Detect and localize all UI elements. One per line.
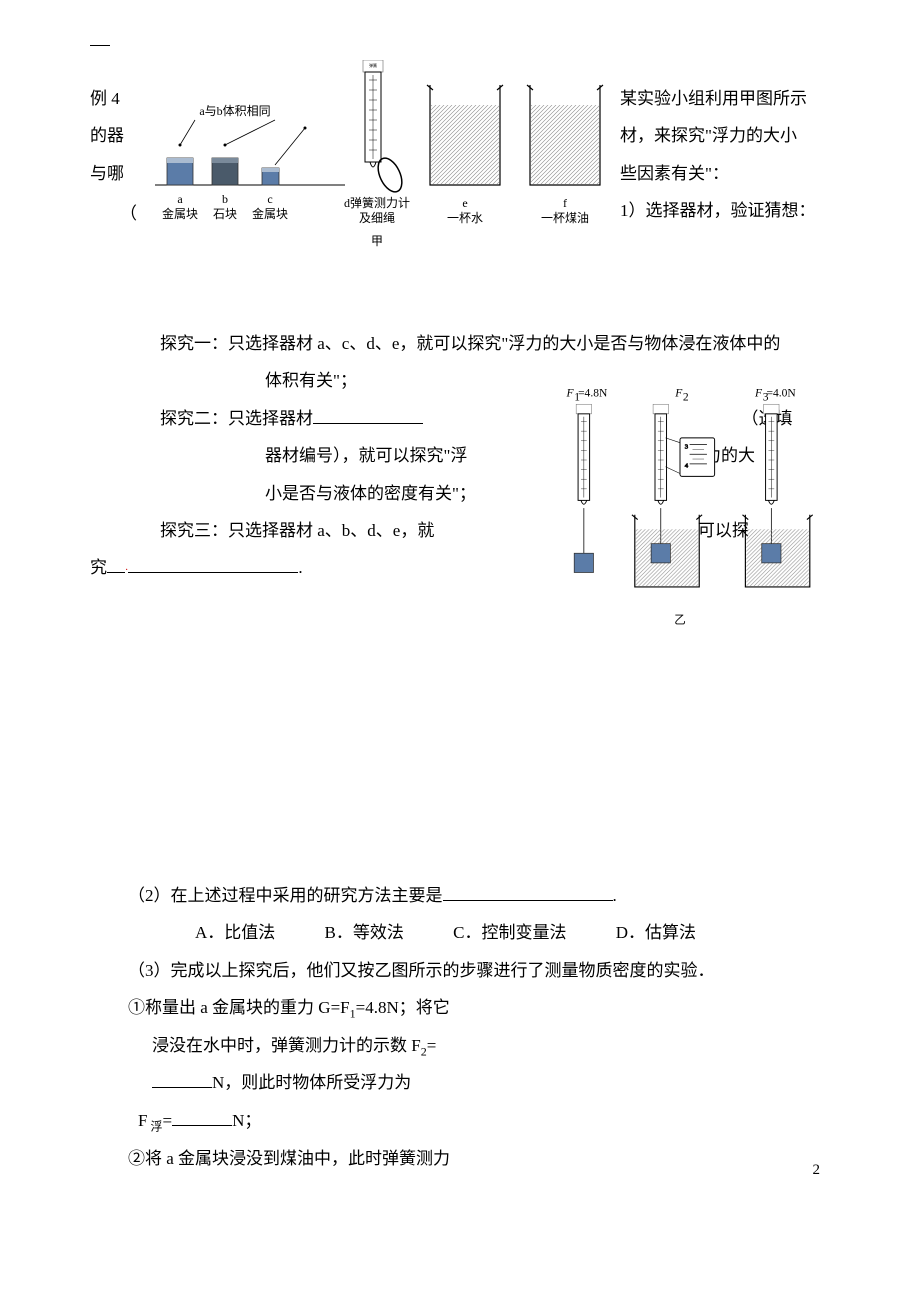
f1-label: F	[566, 387, 575, 399]
blank-4	[152, 1071, 212, 1088]
blank-2	[128, 556, 298, 573]
figure-1-diagram: a与b体积相同 a 金属块 b 石块 c 金属块	[145, 60, 610, 270]
blank-3	[443, 884, 613, 901]
open-paren: （	[120, 195, 137, 232]
label-b: b	[222, 192, 228, 206]
q3-step1-l2-prefix: 浸没在水中时，弹簧测力计的示数 F	[152, 1036, 421, 1055]
left-wrap-text: 例 4 的器 与哪	[90, 80, 140, 192]
explore-1-text: 探究一：只选择器材 a、c、d、e，就可以探究"浮力的大小是否与物体浸在液体中的	[160, 334, 780, 353]
top-border-line	[90, 45, 110, 46]
options-row: A．比值法 B．等效法 C．控制变量法 D．估算法	[90, 914, 830, 951]
figure-2-area: F 1 =4.8N F 2 F 3 =4.0N	[90, 400, 830, 550]
svg-text:弹簧: 弹簧	[369, 62, 377, 68]
q3-step2-text: ②将 a 金属块浸没到煤油中，此时弹簧测力	[128, 1149, 450, 1168]
page-content: 例 4 的器 与哪 某实验小组利用甲图所示 材，来探究"浮力的大小 些因素有关"…	[90, 60, 830, 1177]
q3-step1-l2: 浸没在水中时，弹簧测力计的示数 F2=	[90, 1027, 830, 1065]
option-b: B．等效法	[325, 914, 404, 951]
explore-3-period: .	[298, 558, 302, 577]
wrap-right-2: 材，来探究"浮力的大小	[620, 117, 830, 154]
scale-2	[632, 404, 702, 587]
label-c-name: 金属块	[252, 206, 288, 221]
f3-label: F	[754, 387, 763, 399]
wrap-right-1: 某实验小组利用甲图所示	[620, 80, 830, 117]
q2-line: （2）在上述过程中采用的研究方法主要是.	[90, 877, 830, 914]
f1-val: =4.8N	[578, 387, 608, 399]
q3-step1-l4-mid: =	[162, 1111, 172, 1130]
label-e: e	[462, 196, 467, 210]
q3-step1-l3: N，则此时物体所受浮力为	[90, 1064, 830, 1101]
q3-step1-l4-suffix: N；	[232, 1111, 261, 1130]
wrap-left-3: 与哪	[90, 155, 140, 192]
label-d: d弹簧测力计	[344, 195, 410, 210]
label-a-name: 金属块	[162, 206, 198, 221]
explore-1-text2: 体积有关"；	[265, 371, 357, 390]
explore-1-line1: 探究一：只选择器材 a、c、d、e，就可以探究"浮力的大小是否与物体浸在液体中的	[90, 325, 830, 362]
label-a: a	[177, 192, 183, 206]
q3-text1: （3）完成以上探究后，他们又按乙图所示的步骤进行了测量物质密度的实验．	[128, 961, 715, 980]
option-c: C．控制变量法	[453, 914, 566, 951]
q3-step1-prefix: ①称量出 a 金属块的重力 G=F	[128, 998, 350, 1017]
page-number: 2	[813, 1154, 821, 1187]
volume-label: a与b体积相同	[199, 104, 270, 118]
q3-step2: ②将 a 金属块浸没到煤油中，此时弹簧测力	[90, 1140, 830, 1177]
f3-val: =4.0N	[767, 387, 797, 399]
q2-suffix: .	[613, 886, 617, 905]
option-d: D．估算法	[616, 914, 696, 951]
wrap-left-2: 的器	[90, 117, 140, 154]
q3-line1: （3）完成以上探究后，他们又按乙图所示的步骤进行了测量物质密度的实验．	[90, 952, 830, 989]
figure-1-area: 例 4 的器 与哪 某实验小组利用甲图所示 材，来探究"浮力的大小 些因素有关"…	[90, 60, 830, 290]
label-f-name: 一杯煤油	[541, 211, 589, 225]
scale-1	[574, 404, 593, 572]
explore-2-line3-text: 小是否与液体的密度有关"；	[265, 484, 476, 503]
q3-sub-fu: 浮	[147, 1119, 162, 1133]
q3-step1-suffix: =4.8N；将它	[356, 998, 450, 1017]
f2-sub: 2	[683, 391, 689, 403]
right-wrap-text: 某实验小组利用甲图所示 材，来探究"浮力的大小 些因素有关"： 1）选择器材，验…	[620, 80, 830, 230]
label-f: f	[563, 196, 567, 210]
q3-step1-l3-suffix: N，则此时物体所受浮力为	[212, 1073, 411, 1092]
magnifier-icon: 3 4	[666, 438, 715, 476]
label-b-name: 石块	[213, 207, 237, 221]
scale-3	[743, 404, 813, 587]
explore-3-jiou: 究	[90, 558, 107, 577]
q3-step1-l2-suffix: =	[427, 1036, 437, 1055]
figure1-caption: 甲	[371, 234, 383, 248]
label-e-name: 一杯水	[447, 211, 483, 225]
wrap-right-3: 些因素有关"：	[620, 155, 830, 192]
q3-step1-l1: ①称量出 a 金属块的重力 G=F1=4.8N；将它	[90, 989, 830, 1027]
explore-3-prefix: 探究三：只选择器材 a、b、d、e，就	[160, 521, 434, 540]
figure-2-diagram: F 1 =4.8N F 2 F 3 =4.0N	[530, 385, 830, 635]
q3-step1-l4: F 浮=N；	[90, 1102, 830, 1140]
wrap-left-1: 例 4	[90, 80, 140, 117]
wrap-right-4: 1）选择器材，验证猜想：	[620, 192, 830, 229]
explore-2-prefix: 探究二：只选择器材	[160, 409, 313, 428]
explore-2-line2a: 器材编号），就可以探究"浮	[265, 446, 467, 465]
f2-label: F	[674, 387, 683, 399]
blank-5	[172, 1109, 232, 1126]
blank-2a	[107, 556, 125, 573]
q2-prefix: （2）在上述过程中采用的研究方法主要是	[128, 886, 443, 905]
blank-1	[313, 407, 423, 424]
label-c: c	[267, 192, 272, 206]
label-d-sub: 及细绳	[359, 211, 395, 225]
option-a: A．比值法	[195, 914, 275, 951]
figure2-caption: 乙	[674, 613, 686, 626]
